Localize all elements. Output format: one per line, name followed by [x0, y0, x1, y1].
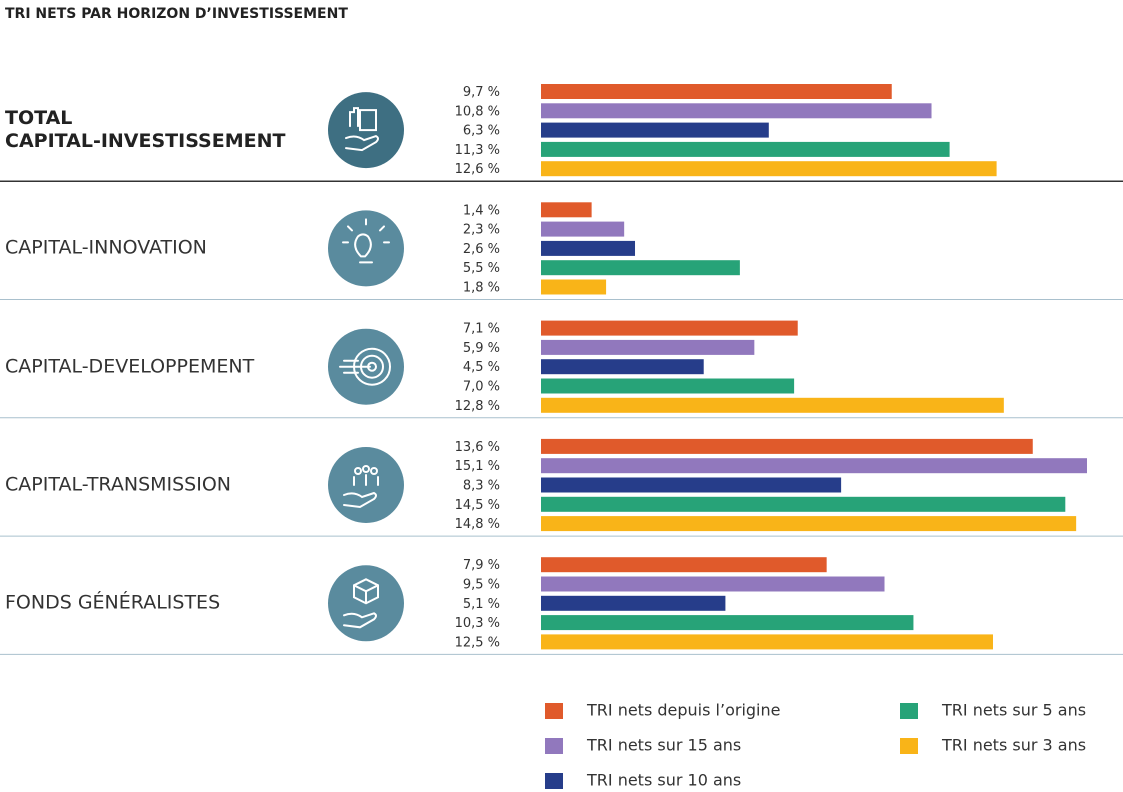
icon-stroke	[343, 612, 377, 629]
icon-stroke	[339, 359, 371, 374]
value-label: 1,4 %	[463, 203, 500, 218]
value-label: 2,3 %	[463, 223, 500, 238]
category-icon	[328, 565, 404, 642]
bar	[541, 103, 932, 119]
icon-circle	[328, 210, 404, 287]
value-label: 10,8 %	[455, 104, 500, 119]
legend-swatch	[545, 773, 563, 789]
bar	[541, 320, 798, 336]
bar	[541, 240, 636, 256]
bar	[541, 576, 885, 592]
bar	[541, 141, 950, 157]
bar	[541, 458, 1087, 474]
icon-stroke	[370, 467, 378, 475]
icon-stroke	[354, 233, 373, 264]
bar	[541, 279, 607, 295]
value-label: 14,5 %	[455, 498, 500, 513]
bar	[541, 378, 795, 394]
value-label: 4,5 %	[463, 360, 500, 375]
value-label: 2,6 %	[463, 242, 500, 257]
icon-stroke	[343, 491, 377, 509]
value-label: 11,3 %	[455, 143, 500, 158]
bar	[541, 339, 755, 355]
value-label: 7,0 %	[463, 380, 500, 395]
bar	[541, 84, 892, 99]
value-label: 12,6 %	[455, 162, 500, 177]
icon-stroke	[342, 218, 390, 244]
bar	[541, 359, 704, 375]
bar	[541, 221, 625, 237]
category-label: CAPITAL-DEVELOPPEMENT	[5, 355, 255, 378]
icon-stroke	[353, 578, 379, 605]
bar	[541, 122, 769, 138]
legend-label: TRI nets sur 10 ans	[586, 771, 741, 790]
value-label: 1,8 %	[463, 281, 500, 296]
category-label: CAPITAL-INNOVATION	[5, 236, 207, 259]
bar	[541, 516, 1077, 532]
icon-stroke	[349, 107, 359, 128]
bar	[541, 397, 1004, 413]
bar	[541, 557, 827, 573]
icon-stroke	[362, 465, 370, 473]
chart-title: TRI NETS PAR HORIZON D’INVESTISSEMENT	[5, 6, 348, 22]
value-label: 9,5 %	[463, 578, 500, 593]
bar	[541, 496, 1066, 512]
category-label: FONDS GÉNÉRALISTES	[5, 591, 221, 614]
value-label: 9,7 %	[463, 85, 500, 100]
bar	[541, 477, 842, 493]
value-label: 15,1 %	[455, 459, 500, 474]
value-label: 5,9 %	[463, 341, 500, 356]
category-icon	[328, 210, 404, 287]
category-icon	[328, 328, 404, 405]
bar	[541, 595, 726, 611]
icon-stroke	[354, 467, 362, 475]
legend-label: TRI nets depuis l’origine	[586, 701, 780, 720]
legend-swatch	[545, 738, 563, 754]
value-label: 6,3 %	[463, 124, 500, 139]
value-label: 7,9 %	[463, 558, 500, 573]
bar	[541, 260, 740, 276]
category-icon	[328, 447, 404, 523]
value-label: 7,1 %	[463, 322, 500, 337]
bar	[541, 202, 592, 218]
category-label: TOTAL CAPITAL-INVESTISSEMENT	[5, 107, 286, 153]
value-label: 5,1 %	[463, 597, 500, 612]
category-icon	[328, 92, 404, 169]
bar	[541, 438, 1033, 454]
value-label: 14,8 %	[455, 517, 500, 532]
value-label: 5,5 %	[463, 261, 500, 276]
value-label: 13,6 %	[455, 440, 500, 455]
icon-stroke	[353, 474, 379, 486]
legend-label: TRI nets sur 15 ans	[586, 736, 741, 755]
bar	[541, 634, 993, 650]
value-label: 8,3 %	[463, 479, 500, 494]
icon-stroke	[359, 109, 377, 132]
bar	[541, 615, 914, 631]
legend-label: TRI nets sur 5 ans	[941, 701, 1086, 720]
legend-swatch	[900, 703, 918, 719]
legend-label: TRI nets sur 3 ans	[941, 736, 1086, 755]
bar	[541, 161, 997, 177]
legend-swatch	[900, 738, 918, 754]
value-label: 10,3 %	[455, 616, 500, 631]
value-label: 12,5 %	[455, 635, 500, 650]
icon-stroke	[345, 135, 379, 152]
legend-swatch	[545, 703, 563, 719]
category-label: CAPITAL-TRANSMISSION	[5, 473, 232, 496]
value-label: 12,8 %	[455, 399, 500, 414]
